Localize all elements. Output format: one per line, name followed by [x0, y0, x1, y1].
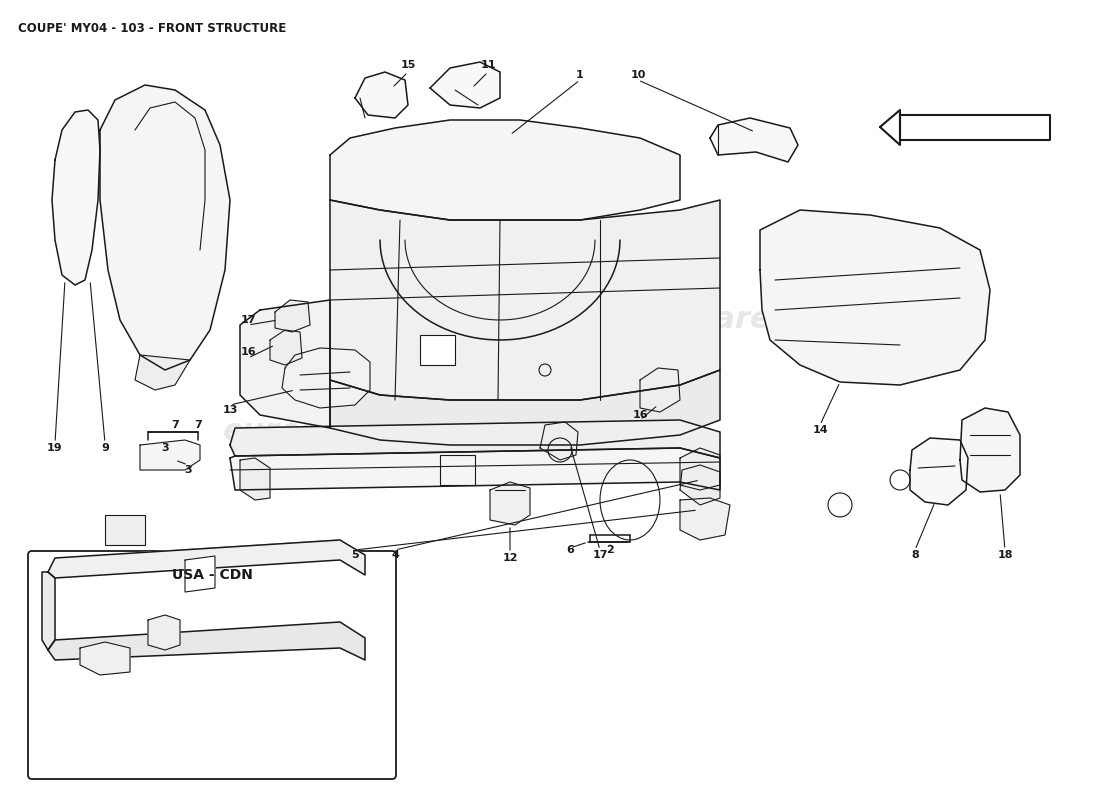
Polygon shape [960, 408, 1020, 492]
Text: 17: 17 [240, 315, 255, 325]
Polygon shape [330, 120, 680, 220]
Text: 15: 15 [400, 60, 416, 70]
Polygon shape [230, 420, 720, 458]
Text: USA - CDN: USA - CDN [172, 568, 252, 582]
Polygon shape [330, 200, 720, 400]
Polygon shape [52, 110, 100, 285]
Polygon shape [240, 300, 330, 428]
Text: 5: 5 [351, 550, 359, 560]
Polygon shape [48, 622, 365, 660]
Bar [440, 455, 475, 485]
Polygon shape [430, 62, 500, 108]
Polygon shape [275, 300, 310, 332]
Polygon shape [330, 370, 720, 445]
Polygon shape [148, 615, 180, 650]
Text: 6: 6 [566, 545, 574, 555]
Polygon shape [760, 210, 990, 385]
Polygon shape [355, 72, 408, 118]
Text: 4: 4 [392, 550, 399, 560]
Polygon shape [680, 448, 720, 490]
Text: 3: 3 [184, 465, 191, 475]
Text: 3: 3 [162, 443, 168, 453]
Bar [104, 515, 145, 545]
Text: COUPE' MY04 - 103 - FRONT STRUCTURE: COUPE' MY04 - 103 - FRONT STRUCTURE [18, 22, 286, 35]
Text: 2: 2 [606, 545, 614, 555]
Polygon shape [710, 118, 798, 162]
Polygon shape [240, 458, 270, 500]
Text: 16: 16 [632, 410, 648, 420]
Polygon shape [42, 572, 55, 650]
Polygon shape [900, 115, 1050, 140]
Polygon shape [100, 85, 230, 370]
Bar [420, 335, 455, 365]
Text: 10: 10 [630, 70, 646, 80]
Polygon shape [80, 642, 130, 675]
Text: 14: 14 [812, 425, 828, 435]
Polygon shape [540, 422, 578, 460]
Text: 19: 19 [47, 443, 63, 453]
Polygon shape [135, 355, 190, 390]
Text: 17: 17 [592, 550, 607, 560]
Polygon shape [490, 482, 530, 525]
Text: 1: 1 [576, 70, 584, 80]
Text: 9: 9 [101, 443, 109, 453]
Polygon shape [910, 438, 968, 505]
Polygon shape [640, 368, 680, 412]
Text: 8: 8 [911, 550, 918, 560]
Polygon shape [140, 440, 200, 470]
FancyBboxPatch shape [28, 551, 396, 779]
Text: eurospares: eurospares [596, 306, 790, 334]
Polygon shape [185, 556, 214, 592]
Polygon shape [680, 465, 720, 505]
Text: 18: 18 [998, 550, 1013, 560]
Polygon shape [880, 110, 900, 145]
Text: 7: 7 [194, 420, 202, 430]
Text: 13: 13 [222, 405, 238, 415]
Polygon shape [48, 540, 365, 578]
Polygon shape [270, 330, 302, 365]
Polygon shape [230, 448, 720, 490]
Text: 16: 16 [240, 347, 256, 357]
Text: 12: 12 [503, 553, 518, 563]
Text: 11: 11 [481, 60, 496, 70]
Text: eurospares: eurospares [222, 418, 416, 446]
Polygon shape [680, 498, 730, 540]
Text: 7: 7 [172, 420, 179, 430]
Polygon shape [282, 348, 370, 408]
